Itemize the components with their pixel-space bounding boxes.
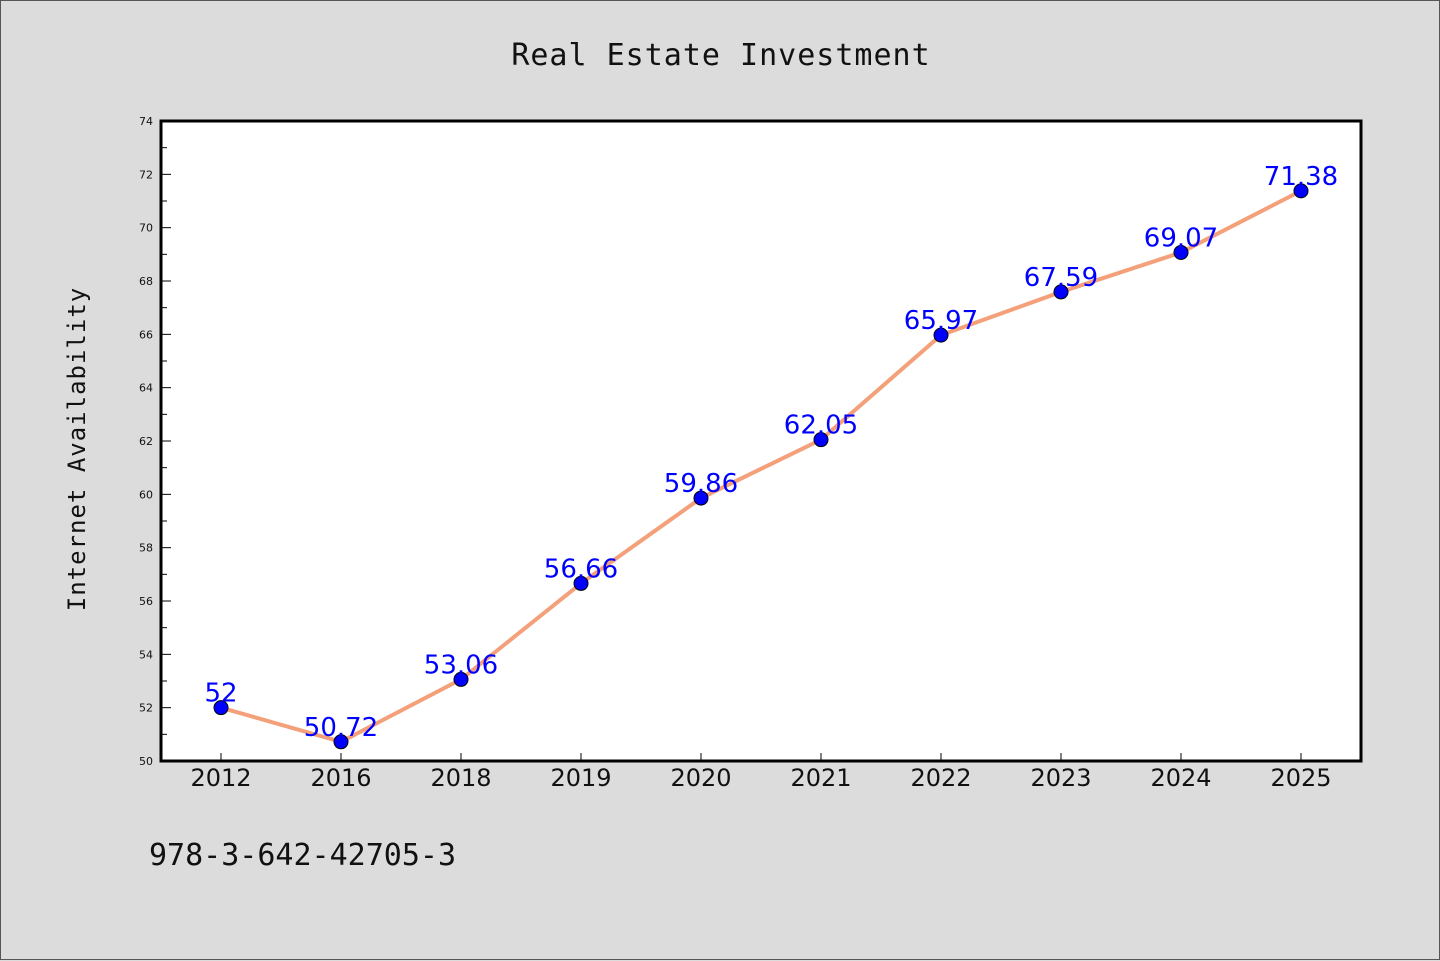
data-label: 53.06 (424, 650, 498, 680)
data-label: 65.97 (904, 306, 978, 336)
data-label: 52 (204, 679, 237, 709)
data-point (333, 734, 349, 750)
y-tick-label: 72 (139, 168, 153, 181)
data-point (453, 671, 469, 687)
footer-isbn: 978-3-642-42705-3 (149, 838, 456, 873)
y-axis-label: Internet Availability (63, 287, 91, 611)
x-tick-label: 2020 (670, 764, 731, 792)
plot-area (161, 121, 1361, 761)
x-tick-label: 2018 (430, 764, 491, 792)
data-label: 56.66 (544, 554, 618, 584)
y-tick-label: 66 (139, 328, 153, 341)
x-tick-label: 2021 (790, 764, 851, 792)
y-tick-label: 68 (139, 275, 153, 288)
x-tick-label: 2024 (1150, 764, 1211, 792)
data-point (1293, 183, 1309, 199)
y-tick-label: 64 (139, 382, 153, 395)
y-tick-label: 60 (139, 488, 153, 501)
data-point (933, 327, 949, 343)
y-tick-label: 62 (139, 435, 153, 448)
series-line-group (220, 189, 1302, 744)
y-tick-label: 52 (139, 702, 153, 715)
x-axis-ticks: 2012 2016 2018 2019 2020 2021 2022 2023 2024 2025 (190, 753, 1332, 792)
x-tick-label: 2016 (310, 764, 371, 792)
data-label: 69.07 (1144, 223, 1218, 253)
data-label: 62.05 (784, 411, 858, 441)
chart-title: Real Estate Investment (511, 38, 930, 73)
data-point (1053, 284, 1069, 300)
x-tick-label: 2023 (1030, 764, 1091, 792)
series-line (220, 189, 1302, 744)
y-tick-label: 58 (139, 542, 153, 555)
data-label: 71.38 (1264, 162, 1338, 192)
y-tick-label: 70 (139, 222, 153, 235)
data-markers (213, 183, 1309, 750)
data-label: 50.72 (304, 713, 378, 743)
y-tick-label: 54 (139, 648, 153, 661)
y-tick-label: 74 (139, 115, 153, 128)
x-tick-label: 2012 (190, 764, 251, 792)
data-point (813, 432, 829, 448)
x-tick-label: 2025 (1270, 764, 1331, 792)
data-point (573, 575, 589, 591)
data-point (213, 700, 229, 716)
data-point (1173, 244, 1189, 260)
y-tick-label: 50 (139, 755, 153, 768)
y-tick-label: 56 (139, 595, 153, 608)
data-label: 67.59 (1024, 263, 1098, 293)
x-tick-label: 2019 (550, 764, 611, 792)
data-label: 59.86 (664, 469, 738, 499)
data-labels: 52 50.72 53.06 56.66 59.86 62.05 65.97 67.59 69.… (204, 162, 1338, 743)
plot-border (159, 119, 1363, 763)
x-tick-label: 2022 (910, 764, 971, 792)
data-point (693, 490, 709, 506)
y-axis-ticks: 50 52 54 56 58 60 62 64 66 68 70 72 74 (139, 115, 171, 768)
